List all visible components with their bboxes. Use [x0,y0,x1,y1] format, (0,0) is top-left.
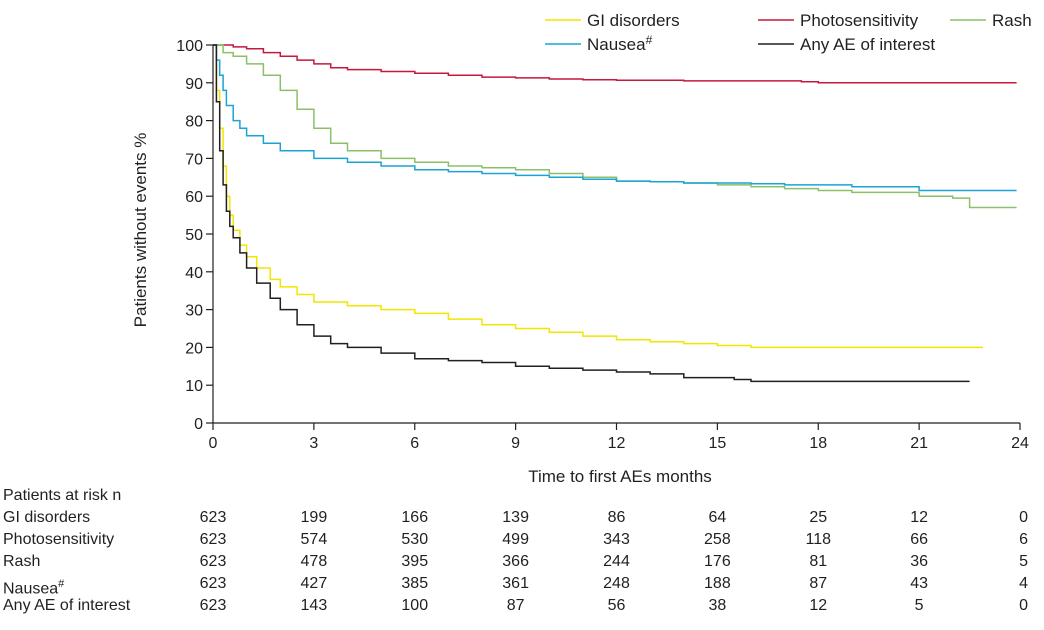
x-tick-label: 12 [608,435,626,452]
x-tick-label: 15 [708,435,726,452]
y-axis-label: Patients without events % [131,133,150,328]
series-line-nausea [213,44,1017,192]
y-tick-label: 70 [185,151,203,168]
x-tick-label: 24 [1011,435,1029,452]
y-tick-label: 60 [185,189,203,206]
legend-label-any-ae-of-interest: Any AE of interest [800,35,935,54]
x-tick-label: 9 [511,435,520,452]
x-tick-label: 6 [410,435,419,452]
legend-label-nausea: Nausea# [587,33,653,54]
series-line-any-ae-of-interest [213,44,970,383]
plot-area [213,44,1017,383]
y-tick-label: 100 [176,38,203,55]
series-line-gi-disorders [213,44,983,349]
y-tick-label: 30 [185,303,203,320]
y-tick-label: 0 [194,416,203,433]
y-tick-label: 80 [185,114,203,131]
x-tick-label: 21 [910,435,928,452]
legend-label-gi-disorders: GI disorders [587,11,680,30]
legend-label-photosensitivity: Photosensitivity [800,11,919,30]
y-tick-label: 50 [185,227,203,244]
y-tick-label: 90 [185,76,203,93]
y-tick-label: 40 [185,265,203,282]
x-tick-label: 3 [309,435,318,452]
x-tick-label: 0 [209,435,218,452]
y-tick-label: 10 [185,378,203,395]
series-line-photosensitivity [213,44,1017,84]
x-axis-label: Time to first AEs months [528,467,712,486]
legend: GI disorders Photosensitivity Rash Nausea# A… [545,11,1032,54]
y-tick-label: 20 [185,340,203,357]
legend-label-rash: Rash [992,11,1032,30]
x-tick-label: 18 [809,435,827,452]
series-line-rash [213,44,1017,209]
axes: 0 10 20 30 40 50 60 70 80 90 100 0 3 6 9 12 15 18 21 24 [176,38,1029,452]
